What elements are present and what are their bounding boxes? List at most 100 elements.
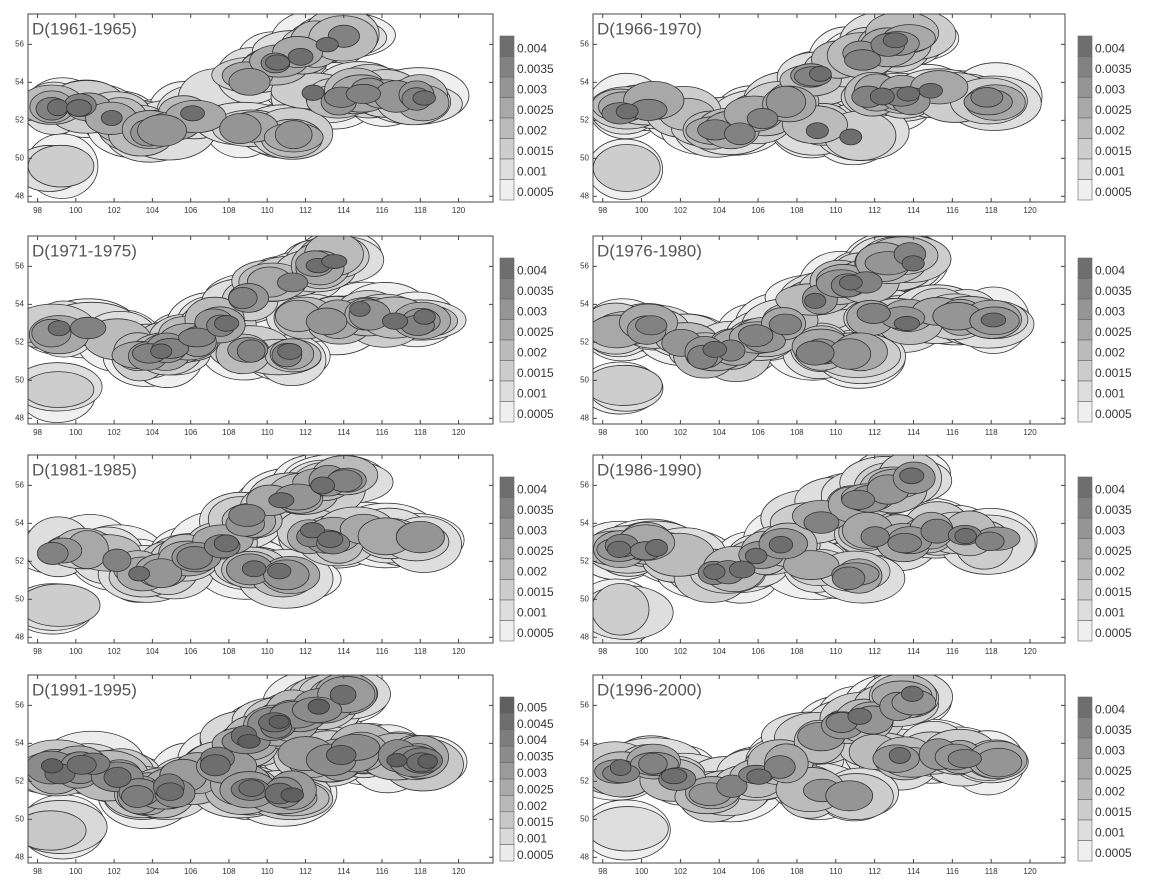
y-tick-label: 54 [580, 518, 589, 527]
x-tick-label: 114 [907, 428, 920, 437]
contour-region [213, 534, 239, 553]
contour-region [36, 541, 69, 565]
y-tick-label: 52 [15, 556, 24, 565]
colorbar-box [1077, 380, 1093, 402]
colorbar-label: 0.003 [1095, 304, 1125, 318]
contour-region [382, 312, 409, 330]
colorbar-box [499, 844, 515, 862]
contour-region [896, 86, 921, 102]
x-tick-label: 110 [829, 428, 842, 437]
contour-region [40, 758, 64, 774]
x-tick-label: 98 [598, 206, 607, 215]
colorbar-box [499, 497, 515, 519]
map-area [593, 14, 1043, 200]
x-tick-label: 104 [713, 428, 727, 437]
x-tick-label: 116 [946, 867, 959, 876]
y-tick-label: 56 [15, 261, 24, 270]
colorbar-label: 0.004 [517, 482, 547, 496]
contour-region [28, 583, 101, 627]
x-tick-label: 98 [33, 647, 42, 656]
contour-region [280, 787, 305, 803]
contour-region [349, 301, 371, 317]
x-tick-label: 116 [946, 647, 959, 656]
colorbar-label: 0.0015 [517, 144, 554, 158]
x-tick-label: 104 [713, 867, 727, 876]
colorbar-box [499, 517, 515, 539]
contour-region [287, 48, 314, 66]
contour-region [615, 103, 639, 120]
x-tick-label: 104 [146, 206, 160, 215]
x-tick-label: 110 [829, 206, 842, 215]
y-tick-label: 52 [580, 776, 589, 785]
contour-region [128, 566, 151, 582]
x-tick-label: 108 [222, 428, 236, 437]
x-tick-label: 112 [868, 206, 881, 215]
colorbar-label: 0.0015 [1095, 366, 1132, 380]
contour-region [307, 698, 330, 715]
x-tick-label: 108 [790, 867, 804, 876]
x-tick-label: 110 [261, 428, 274, 437]
y-tick-label: 56 [15, 700, 24, 709]
colorbar-box [499, 729, 515, 747]
contour-region [804, 292, 827, 309]
x-tick-label: 98 [598, 867, 607, 876]
colorbar-box [1077, 339, 1093, 361]
x-tick-label: 106 [751, 428, 765, 437]
x-tick-label: 102 [674, 647, 688, 656]
colorbar-box [1077, 360, 1093, 382]
colorbar-label: 0.004 [1095, 702, 1125, 716]
contour-region [300, 522, 325, 539]
contour-region [417, 753, 438, 769]
contour-region [593, 806, 669, 852]
x-tick-label: 102 [674, 867, 688, 876]
x-tick-label: 104 [146, 647, 160, 656]
x-tick-label: 106 [184, 428, 198, 437]
contour-region [638, 752, 668, 775]
y-tick-label: 52 [15, 115, 24, 124]
map-area [593, 236, 1035, 415]
y-tick-label: 52 [580, 556, 589, 565]
x-tick-label: 110 [829, 867, 842, 876]
contour-region [980, 312, 1007, 328]
colorbar-box [499, 620, 515, 642]
x-tick-label: 120 [1023, 428, 1037, 437]
colorbar-box [499, 696, 515, 714]
contour-region [847, 707, 872, 725]
contour-region [975, 531, 1005, 552]
y-tick-label: 48 [15, 191, 24, 200]
x-tick-label: 100 [69, 428, 83, 437]
contour-region [593, 144, 661, 192]
colorbar-label: 0.002 [517, 123, 547, 137]
colorbar-label: 0.0035 [1095, 503, 1132, 517]
colorbar-label: 0.001 [1095, 386, 1125, 400]
contour-region [738, 324, 774, 348]
colorbar-label: 0.0015 [1095, 585, 1132, 599]
y-tick-label: 50 [580, 153, 589, 162]
map-area [593, 455, 1038, 643]
colorbar-box [499, 179, 515, 201]
contour-region [412, 90, 436, 106]
colorbar-label: 0.0025 [517, 782, 554, 796]
x-tick-label: 110 [261, 647, 274, 656]
contour-region [100, 110, 123, 126]
colorbar-label: 0.0025 [1095, 325, 1132, 339]
contour-region [860, 526, 890, 548]
colorbar-box [499, 538, 515, 560]
contour-region [150, 343, 173, 359]
contour-region [954, 528, 977, 545]
colorbar-label: 0.0015 [1095, 144, 1132, 158]
y-tick-label: 48 [580, 413, 589, 422]
x-tick-label: 100 [635, 206, 649, 215]
x-tick-label: 108 [790, 647, 804, 656]
contour-region [236, 339, 266, 363]
contour-region [856, 302, 891, 324]
x-tick-label: 114 [907, 647, 920, 656]
contour-region [947, 749, 982, 769]
colorbar-label: 0.003 [1095, 743, 1125, 757]
x-tick-label: 118 [414, 867, 427, 876]
x-tick-label: 98 [33, 206, 42, 215]
colorbar-label: 0.0025 [1095, 544, 1132, 558]
contour-region [276, 272, 309, 293]
x-tick-label: 100 [69, 206, 83, 215]
colorbar-label: 0.001 [1095, 825, 1125, 839]
